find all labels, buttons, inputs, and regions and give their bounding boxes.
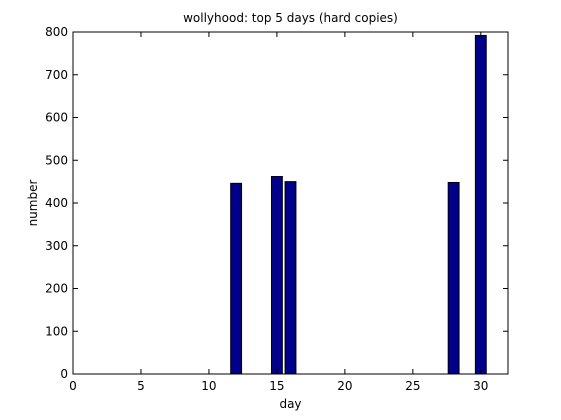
x-tick-label: 0 <box>69 379 77 393</box>
y-tick-label: 0 <box>60 367 68 381</box>
bar <box>270 175 283 375</box>
y-tick-label: 200 <box>45 282 68 296</box>
x-tick-label: 20 <box>337 379 352 393</box>
x-tick-label: 10 <box>201 379 216 393</box>
y-tick-label: 100 <box>45 324 68 338</box>
x-tick-label: 5 <box>137 379 145 393</box>
chart-title: wollyhood: top 5 days (hard copies) <box>183 11 398 25</box>
y-axis-title: number <box>26 180 40 227</box>
y-tick-label: 700 <box>45 68 68 82</box>
bar <box>284 181 297 375</box>
bar <box>474 34 487 375</box>
x-axis-title: day <box>279 397 301 411</box>
y-tick-label: 500 <box>45 153 68 167</box>
y-tick-label: 800 <box>45 25 68 39</box>
bar <box>230 182 243 375</box>
bar <box>447 181 460 375</box>
y-tick-label: 400 <box>45 196 68 210</box>
x-tick-label: 30 <box>473 379 488 393</box>
x-tick-label: 15 <box>269 379 284 393</box>
y-tick-label: 300 <box>45 239 68 253</box>
y-tick-label: 600 <box>45 111 68 125</box>
x-tick-label: 25 <box>405 379 420 393</box>
